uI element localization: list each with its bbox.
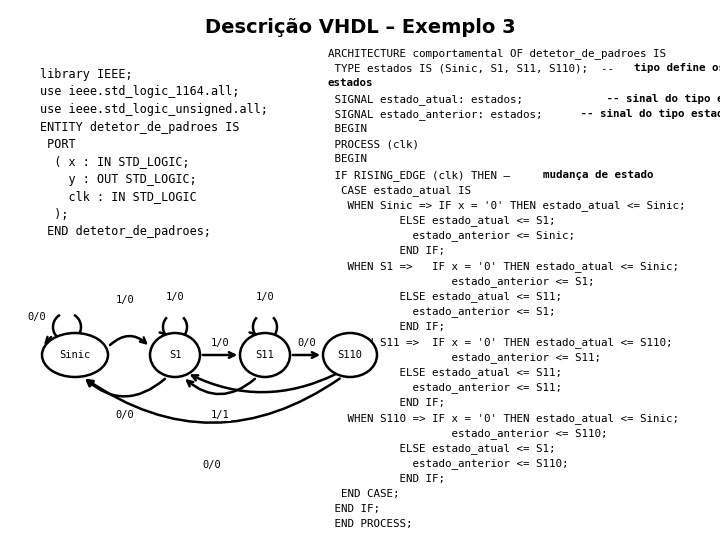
Text: PORT: PORT [40,138,76,151]
Text: 1/1: 1/1 [211,410,230,420]
Text: S11: S11 [256,350,274,360]
Ellipse shape [240,333,290,377]
Text: WHEN S1 =>   IF x = '0' THEN estado_atual <= Sinic;: WHEN S1 => IF x = '0' THEN estado_atual … [328,261,679,272]
Text: ELSE estado_atual <= S11;: ELSE estado_atual <= S11; [328,367,562,378]
Text: 0/0: 0/0 [116,410,135,420]
Text: mudança de estado: mudança de estado [543,170,654,180]
Text: 1/0: 1/0 [116,295,135,305]
Text: estado_anterior <= S1;: estado_anterior <= S1; [328,306,556,318]
Text: 0/0: 0/0 [27,312,46,322]
Text: END IF;: END IF; [328,397,445,408]
Text: 0/0: 0/0 [202,460,221,470]
Text: );: ); [40,208,68,221]
Text: WHEN Sinic => IF x = '0' THEN estado_atual <= Sinic;: WHEN Sinic => IF x = '0' THEN estado_atu… [328,200,685,211]
Text: END IF;: END IF; [328,474,445,484]
Text: IF RISING_EDGE (clk) THEN –: IF RISING_EDGE (clk) THEN – [328,170,516,180]
Text: WHEN S11 =>  IF x = '0' THEN estado_atual <= S110;: WHEN S11 => IF x = '0' THEN estado_atual… [328,337,672,348]
Text: estado_anterior <= S1;: estado_anterior <= S1; [328,276,595,287]
Text: S1: S1 [168,350,181,360]
Text: estados: estados [328,78,374,89]
Text: END PROCESS;: END PROCESS; [328,519,413,529]
Ellipse shape [150,333,200,377]
Text: 1/0: 1/0 [256,292,274,302]
Text: SIGNAL estado_atual: estados;: SIGNAL estado_atual: estados; [328,93,523,105]
Text: ENTITY detetor_de_padroes IS: ENTITY detetor_de_padroes IS [40,120,240,133]
Text: estado_anterior <= S11;: estado_anterior <= S11; [328,382,562,393]
Text: -- sinal do tipo estados: -- sinal do tipo estados [548,93,720,104]
Text: END IF;: END IF; [328,246,445,255]
Ellipse shape [323,333,377,377]
Text: END IF;: END IF; [328,504,380,514]
Text: use ieee.std_logic_1164.all;: use ieee.std_logic_1164.all; [40,85,240,98]
Text: y : OUT STD_LOGIC;: y : OUT STD_LOGIC; [40,173,197,186]
Text: PROCESS (clk): PROCESS (clk) [328,139,419,149]
Text: END detetor_de_padroes;: END detetor_de_padroes; [40,226,211,239]
Text: Sinic: Sinic [59,350,91,360]
Text: Descrição VHDL – Exemplo 3: Descrição VHDL – Exemplo 3 [204,18,516,37]
Text: BEGIN: BEGIN [328,124,367,134]
Ellipse shape [42,333,108,377]
Text: -- sinal do tipo estados: -- sinal do tipo estados [548,109,720,119]
Text: ELSE estado_atual <= S1;: ELSE estado_atual <= S1; [328,215,556,226]
Text: ( x : IN STD_LOGIC;: ( x : IN STD_LOGIC; [40,156,189,168]
Text: estado_anterior <= S11;: estado_anterior <= S11; [328,352,601,363]
Text: 0/0: 0/0 [297,338,316,348]
Text: 1/0: 1/0 [211,338,230,348]
Text: estado_anterior <= S110;: estado_anterior <= S110; [328,458,569,469]
Text: ELSE estado_atual <= S1;: ELSE estado_atual <= S1; [328,443,556,454]
Text: CASE estado_atual IS: CASE estado_atual IS [328,185,471,195]
Text: estado_anterior <= Sinic;: estado_anterior <= Sinic; [328,231,575,241]
Text: END IF;: END IF; [328,322,445,332]
Text: estado_anterior <= S110;: estado_anterior <= S110; [328,428,608,439]
Text: SIGNAL estado_anterior: estados;: SIGNAL estado_anterior: estados; [328,109,542,120]
Text: WHEN S110 => IF x = '0' THEN estado_atual <= Sinic;: WHEN S110 => IF x = '0' THEN estado_atua… [328,413,679,424]
Text: tipo define os: tipo define os [634,63,720,73]
Text: clk : IN STD_LOGIC: clk : IN STD_LOGIC [40,191,197,204]
Text: ELSE estado_atual <= S11;: ELSE estado_atual <= S11; [328,291,562,302]
Text: END CASE;: END CASE; [328,489,400,499]
Text: BEGIN: BEGIN [328,154,367,164]
Text: S110: S110 [338,350,362,360]
Text: library IEEE;: library IEEE; [40,68,132,81]
Text: TYPE estados IS (Sinic, S1, S11, S110);  --: TYPE estados IS (Sinic, S1, S11, S110); … [328,63,621,73]
Text: 1/0: 1/0 [166,292,184,302]
Text: ARCHITECTURE comportamental OF detetor_de_padroes IS: ARCHITECTURE comportamental OF detetor_d… [328,48,666,59]
Text: use ieee.std_logic_unsigned.all;: use ieee.std_logic_unsigned.all; [40,103,268,116]
